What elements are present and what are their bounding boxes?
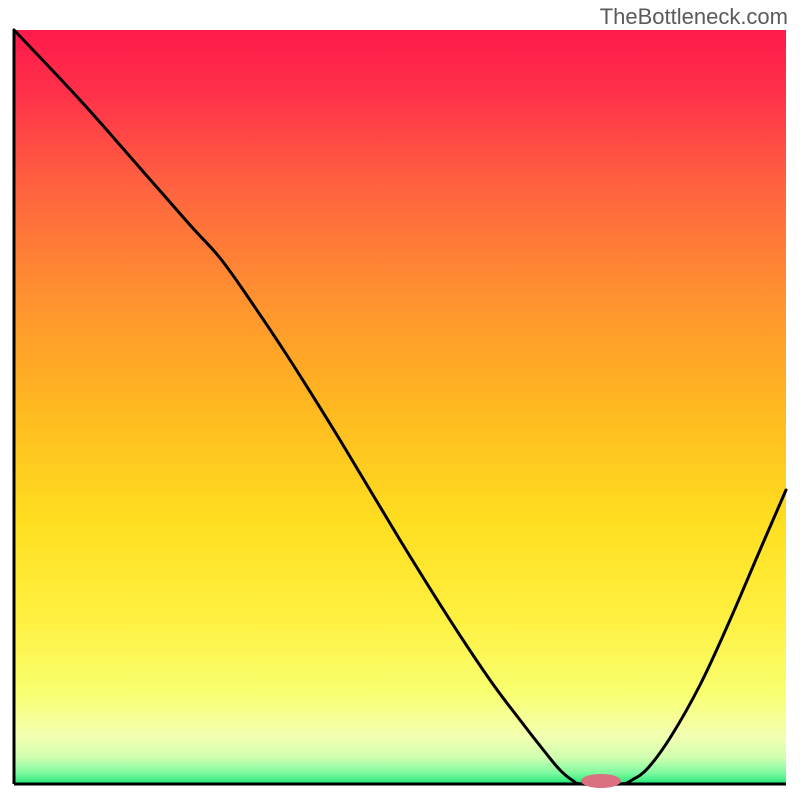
chart-container: TheBottleneck.com	[0, 0, 800, 800]
watermark-text: TheBottleneck.com	[600, 4, 788, 30]
bottleneck-chart	[0, 0, 800, 800]
optimal-marker	[581, 774, 621, 788]
gradient-background	[14, 30, 786, 784]
